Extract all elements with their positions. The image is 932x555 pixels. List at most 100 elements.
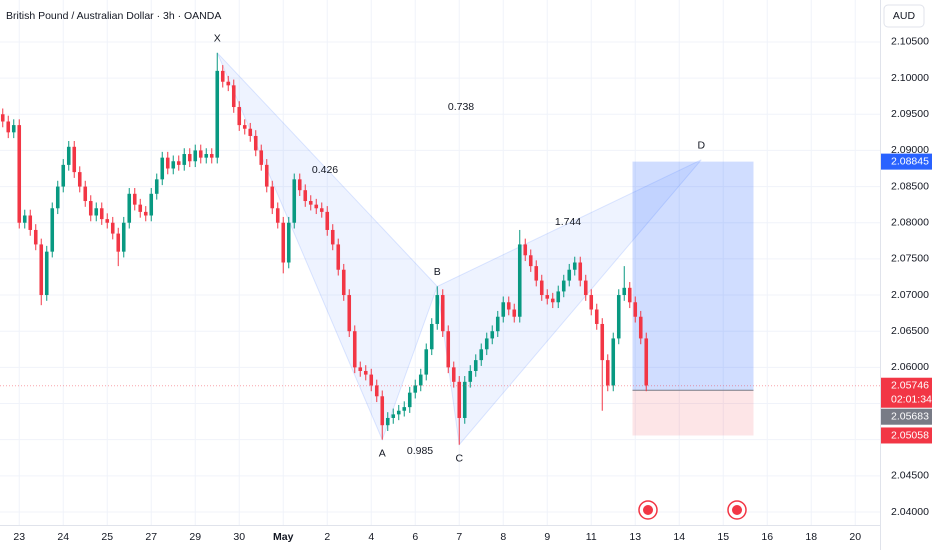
candle-body — [391, 414, 396, 418]
candle-body — [198, 150, 203, 158]
candle-body — [165, 157, 170, 169]
candle-body — [314, 204, 319, 209]
candle-body — [160, 157, 165, 180]
pattern-point-label: X — [214, 33, 221, 45]
countdown-label: 02:01:34 — [891, 394, 932, 406]
y-tick-label: 2.09500 — [891, 108, 929, 120]
x-tick-label: 20 — [849, 531, 861, 543]
candle-body — [242, 125, 247, 129]
candle-body — [473, 360, 478, 371]
y-tick-label: 2.04000 — [891, 506, 929, 518]
candle-body — [396, 410, 401, 415]
candle-body — [319, 208, 324, 212]
candle-body — [572, 262, 577, 270]
candle-body — [303, 190, 308, 202]
candle-body — [545, 295, 550, 299]
candle-body — [94, 208, 99, 216]
candle-body — [435, 295, 440, 324]
candle-body — [33, 229, 38, 245]
overlay: X A B C D — [0, 33, 880, 465]
candle-body — [325, 211, 330, 230]
ratio-label: 0.426 — [312, 164, 338, 176]
y-tick-label: 2.10500 — [891, 36, 929, 48]
x-tick-label: 29 — [189, 531, 201, 543]
x-tick-label: May — [273, 531, 294, 543]
y-tick-label: 2.08500 — [891, 180, 929, 192]
target-price-label-box — [881, 153, 932, 170]
y-tick-label: 2.07500 — [891, 253, 929, 265]
entry-price-label: 2.05683 — [891, 411, 929, 423]
y-tick-label: 2.06500 — [891, 325, 929, 337]
candle-body — [550, 298, 555, 303]
candle-body — [490, 331, 495, 339]
x-tick-label: 16 — [761, 531, 773, 543]
candle-body — [347, 295, 352, 332]
target-price-label: 2.08845 — [891, 155, 929, 167]
candle-body — [611, 338, 616, 386]
candle-body — [638, 316, 643, 339]
candle-body — [622, 287, 627, 296]
candle-body — [176, 161, 181, 165]
candle-body — [39, 244, 44, 296]
last-price-label-box — [881, 377, 932, 408]
candle-body — [253, 135, 258, 151]
candle-body — [209, 154, 214, 158]
candle-body — [72, 146, 77, 173]
candle-body — [594, 309, 599, 324]
candle-body — [523, 244, 528, 256]
candle-body — [286, 222, 291, 263]
x-tick-label: 7 — [456, 531, 462, 543]
event-icon[interactable] — [727, 500, 747, 520]
candle-body — [446, 331, 451, 368]
ratio-label: 0.738 — [448, 101, 474, 113]
y-tick-label: 2.06000 — [891, 361, 929, 373]
y-tick-label: 2.09000 — [891, 144, 929, 156]
candle-body — [215, 70, 220, 158]
candle-body — [275, 208, 280, 223]
stop-price-label: 2.05058 — [891, 429, 929, 441]
candle-body — [644, 338, 649, 386]
pattern-point-label: A — [379, 447, 386, 459]
candle-body — [297, 179, 302, 191]
candle-body — [248, 128, 253, 136]
candle-body — [501, 302, 506, 317]
x-tick-label: 18 — [805, 531, 817, 543]
candle-body — [512, 309, 517, 317]
candle-body — [578, 262, 583, 281]
candle-body — [567, 269, 572, 281]
pattern-point-label: B — [434, 266, 441, 278]
profit-zone — [632, 161, 754, 391]
candle-body — [220, 70, 225, 82]
candle-body — [77, 172, 82, 187]
candle-body — [22, 215, 27, 223]
candle-body — [534, 266, 539, 281]
candle-body — [264, 164, 269, 187]
candle-body — [484, 338, 489, 350]
x-tick-label: 8 — [500, 531, 506, 543]
candle-body — [259, 150, 264, 165]
candle-body — [633, 302, 638, 317]
pattern-point-label: D — [697, 140, 705, 152]
currency-button[interactable] — [883, 4, 925, 28]
currency-label: AUD — [893, 10, 916, 22]
candle-body — [193, 150, 198, 162]
candle-body — [204, 154, 209, 158]
candle-body — [440, 295, 445, 332]
candle-body — [506, 302, 511, 310]
candle-body — [6, 121, 11, 133]
candle-body — [138, 204, 143, 212]
candle-body — [457, 381, 462, 418]
candle-body — [50, 208, 55, 252]
candle-body — [17, 125, 22, 223]
grid — [0, 0, 880, 525]
candle-body — [0, 114, 5, 122]
event-icon[interactable] — [638, 500, 658, 520]
y-tick-label: 2.10000 — [891, 72, 929, 84]
candle-body — [127, 193, 132, 223]
candle-body — [385, 417, 390, 426]
candle-body — [28, 215, 33, 230]
candle-body — [556, 291, 561, 303]
candle-body — [226, 81, 231, 86]
